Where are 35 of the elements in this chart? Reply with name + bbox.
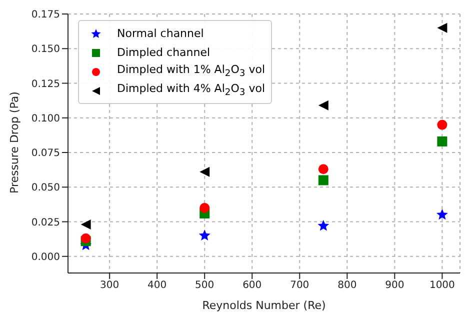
point [318, 164, 328, 174]
y-tick-label: 0.150 [31, 44, 60, 56]
point [80, 220, 91, 230]
point [200, 202, 210, 213]
point [437, 120, 448, 130]
y-tick-label: 0.175 [31, 10, 60, 21]
legend-label: Dimpled with 4% Al$_{2}$O$_{3}$ vol [117, 82, 266, 99]
x-axis-title: Reynolds Number (Re) [202, 299, 326, 312]
x-tick-label: 900 [385, 280, 404, 292]
x-tick-label: 800 [338, 280, 357, 292]
x-tick-label: 600 [242, 280, 262, 292]
x-tick-label: 300 [100, 280, 120, 292]
point [318, 220, 330, 231]
y-tick-label: 0.075 [31, 148, 60, 160]
legend-label: Dimpled channel [117, 46, 210, 59]
x-tick-label: 700 [290, 280, 310, 292]
point [200, 166, 210, 177]
y-tick-label: 0.025 [31, 217, 60, 228]
y-tick-label: 0.125 [31, 78, 60, 90]
x-tick-label: 400 [148, 280, 167, 292]
y-tick-label: 0.000 [31, 252, 60, 263]
point [80, 233, 91, 244]
x-tick-label: 1000 [429, 280, 455, 292]
point [437, 22, 448, 33]
y-tick-label: 0.100 [31, 113, 60, 124]
y-axis-title: Pressure Drop (Pa) [8, 92, 21, 194]
point [318, 175, 328, 186]
legend-label: Dimpled with 1% Al$_{2}$O$_{3}$ vol [117, 63, 266, 80]
x-tick-label: 500 [195, 280, 214, 292]
point [437, 136, 448, 146]
y-tick-label: 0.050 [31, 182, 60, 194]
legend-label: Normal channel [117, 27, 204, 40]
point [318, 100, 328, 110]
point [198, 230, 210, 240]
point [436, 208, 448, 220]
